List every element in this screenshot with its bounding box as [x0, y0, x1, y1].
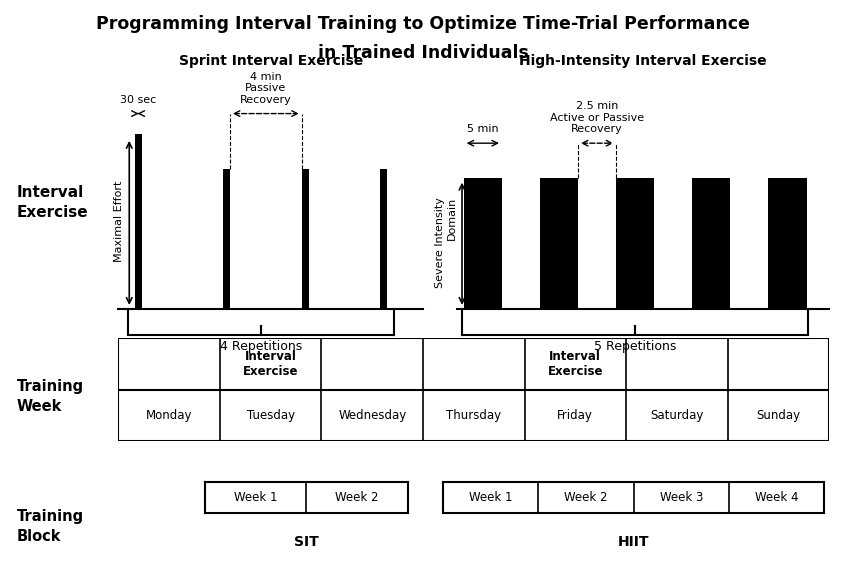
Bar: [768, 178, 806, 309]
Title: Sprint Interval Exercise: Sprint Interval Exercise: [179, 54, 363, 68]
Text: Week 1: Week 1: [470, 491, 513, 504]
Bar: [464, 178, 502, 309]
Text: Week 2: Week 2: [564, 491, 607, 504]
Text: Wednesday: Wednesday: [338, 409, 406, 422]
Text: Week 3: Week 3: [660, 491, 703, 504]
Text: 2.5 min
Active or Passive
Recovery: 2.5 min Active or Passive Recovery: [550, 101, 644, 135]
Text: Saturday: Saturday: [650, 409, 704, 422]
Bar: [616, 178, 654, 309]
Bar: [540, 178, 578, 309]
Text: Interval
Exercise: Interval Exercise: [547, 350, 603, 378]
Title: High-Intensity Interval Exercise: High-Intensity Interval Exercise: [519, 54, 766, 68]
Text: Training
Week: Training Week: [17, 379, 84, 415]
Text: Interval
Exercise: Interval Exercise: [17, 185, 89, 220]
Text: Severe Intensity
Domain: Severe Intensity Domain: [435, 197, 457, 288]
Text: 5 min: 5 min: [467, 125, 498, 135]
Text: HIIT: HIIT: [618, 534, 650, 549]
Text: Interval
Exercise: Interval Exercise: [243, 350, 299, 378]
Text: Sunday: Sunday: [756, 409, 800, 422]
Text: Training
Block: Training Block: [17, 509, 84, 544]
Text: Maximal Effort: Maximal Effort: [114, 181, 124, 262]
Text: SIT: SIT: [294, 534, 319, 549]
Text: Tuesday: Tuesday: [247, 409, 294, 422]
Text: Thursday: Thursday: [446, 409, 502, 422]
Text: Week 1: Week 1: [233, 491, 277, 504]
Text: 30 sec: 30 sec: [120, 95, 157, 105]
Text: Programming Interval Training to Optimize Time-Trial Performance: Programming Interval Training to Optimiz…: [96, 15, 750, 33]
Bar: [135, 135, 141, 309]
Text: 5 Repetitions: 5 Repetitions: [594, 340, 676, 353]
Text: in Trained Individuals: in Trained Individuals: [317, 44, 529, 62]
Bar: [302, 169, 309, 309]
Bar: [380, 169, 387, 309]
Text: 4 min
Passive
Recovery: 4 min Passive Recovery: [240, 72, 292, 105]
Text: Week 2: Week 2: [335, 491, 379, 504]
Text: Monday: Monday: [146, 409, 192, 422]
Text: Friday: Friday: [558, 409, 593, 422]
Text: 4 Repetitions: 4 Repetitions: [220, 340, 302, 353]
Text: Week 4: Week 4: [755, 491, 798, 504]
Bar: [223, 169, 230, 309]
Bar: [692, 178, 730, 309]
